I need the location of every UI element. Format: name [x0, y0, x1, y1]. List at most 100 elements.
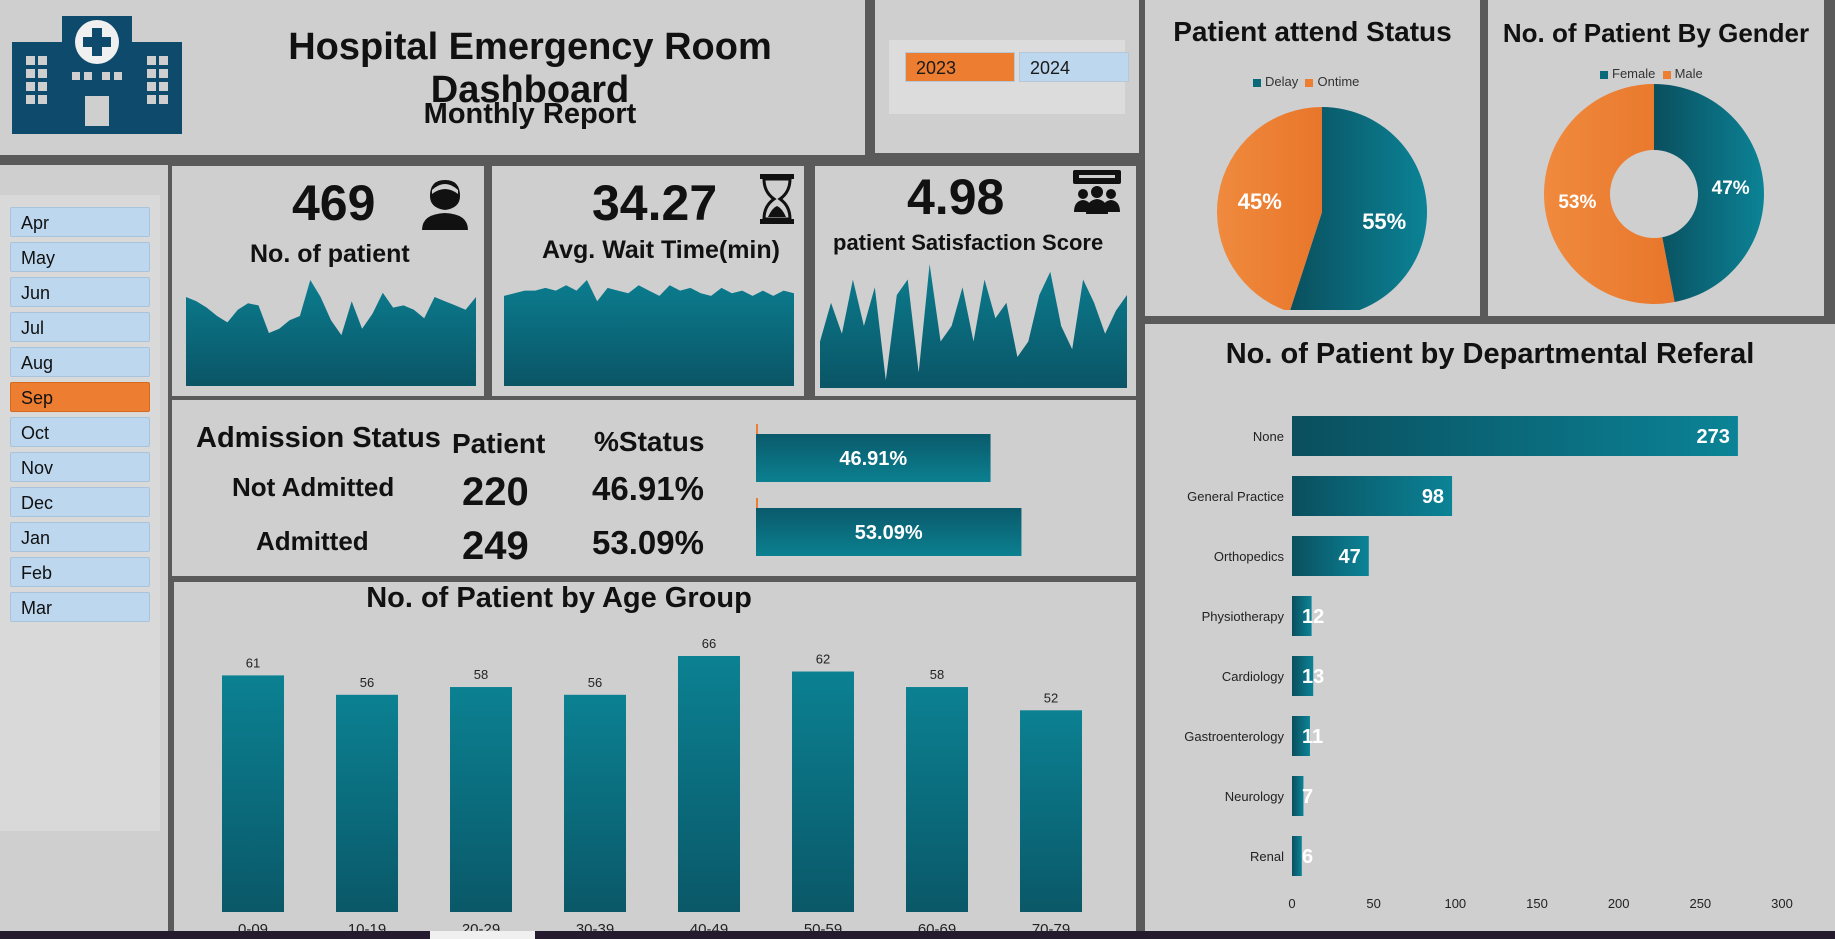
age-bar-value: 52 — [1044, 690, 1058, 705]
dept-bar — [1292, 536, 1369, 576]
admission-row-patients: 249 — [462, 524, 529, 568]
attend-pie: 55% 45% — [1217, 107, 1427, 310]
age-chart-title: No. of Patient by Age Group — [366, 582, 752, 614]
year-2024-button[interactable]: 2024 — [1019, 52, 1129, 82]
dept-category-label: Renal — [1250, 849, 1284, 864]
dept-bar — [1292, 416, 1738, 456]
dept-bar — [1292, 716, 1310, 756]
dept-axis-tick: 0 — [1288, 896, 1295, 911]
department-referral-chart: No. of Patient by Departmental Referal N… — [1145, 324, 1835, 939]
pie-slice-label: 47% — [1712, 178, 1750, 199]
taskbar-strip — [0, 931, 1835, 939]
dept-bar-value: 12 — [1302, 606, 1324, 628]
gender-legend: Female Male — [1600, 66, 1703, 81]
pie-slice — [1544, 84, 1675, 304]
legend-male-label: Male — [1674, 66, 1703, 81]
age-bar — [564, 694, 626, 912]
year-slicer-body: 2023 2024 — [889, 40, 1129, 114]
audience-icon — [1073, 170, 1121, 214]
kpi-satisfaction-label: patient Satisfaction Score — [833, 230, 1104, 255]
admission-row-patients: 220 — [462, 470, 529, 514]
sparkline-area — [504, 280, 794, 386]
dept-bar — [1292, 596, 1312, 636]
admission-col-patient: Patient — [452, 428, 546, 459]
dept-bar-value: 13 — [1302, 666, 1324, 688]
month-mar-button[interactable]: Mar — [10, 592, 150, 622]
age-bar-value: 56 — [588, 675, 602, 690]
month-sep-button[interactable]: Sep — [10, 382, 150, 412]
month-aug-button[interactable]: Aug — [10, 347, 150, 377]
admission-row-label: Not Admitted — [232, 472, 395, 502]
month-apr-button[interactable]: Apr — [10, 207, 150, 237]
gender-chart-title: No. of Patient By Gender — [1502, 18, 1810, 48]
pie-slice-label: 45% — [1238, 189, 1282, 214]
admission-status-panel: Admission Status Patient %Status Not Adm… — [172, 400, 1136, 576]
kpi-satisfaction-card: 4.98 patient Satisfaction Score — [815, 166, 1136, 396]
month-nov-button[interactable]: Nov — [10, 452, 150, 482]
age-bar-value: 66 — [702, 636, 716, 651]
dept-category-label: None — [1253, 429, 1284, 444]
attend-status-chart: Patient attend Status Delay Ontime 55% 45… — [1145, 0, 1480, 316]
age-chart-plot: 610-095610-195820-295630-396640-496250-5… — [222, 636, 1082, 938]
attend-legend: Delay Ontime — [1253, 74, 1359, 89]
dept-category-label: Physiotherapy — [1202, 609, 1285, 624]
kpi-wait-card: 34.27 Avg. Wait Time(min) — [492, 166, 804, 396]
dept-category-label: Orthopedics — [1214, 549, 1285, 564]
age-bar — [336, 694, 398, 912]
legend-male-swatch — [1662, 70, 1671, 79]
pie-slice — [1217, 107, 1322, 310]
dept-bar-value: 273 — [1697, 426, 1730, 448]
dept-chart-title: No. of Patient by Departmental Referal — [1225, 338, 1755, 370]
kpi-patients-card: 469 No. of patient — [172, 166, 484, 396]
kpi-wait-label: Avg. Wait Time(min) — [542, 236, 780, 264]
month-dec-button[interactable]: Dec — [10, 487, 150, 517]
dashboard-title: Hospital Emergency Room Dashboard — [288, 26, 772, 111]
dept-bar-value: 11 — [1302, 726, 1323, 748]
month-slicer: Apr May Jun Jul Aug Sep Oct Nov Dec Jan … — [0, 165, 168, 939]
dept-bar-value: 6 — [1302, 846, 1313, 868]
dept-axis-tick: 50 — [1366, 896, 1380, 911]
header-panel: Hospital Emergency Room Dashboard Monthl… — [0, 0, 865, 155]
satisfaction-trend-sparkline — [820, 264, 1127, 388]
kpi-satisfaction-value: 4.98 — [907, 169, 1005, 225]
dept-category-label: Neurology — [1225, 789, 1285, 804]
age-bar-value: 61 — [246, 655, 260, 670]
age-bar-value: 62 — [816, 652, 830, 667]
dept-axis-tick: 300 — [1771, 896, 1793, 911]
sparkline-area — [820, 264, 1127, 388]
age-bar — [1020, 710, 1082, 912]
month-slicer-body: Apr May Jun Jul Aug Sep Oct Nov Dec Jan … — [0, 195, 160, 831]
age-bar-value: 58 — [474, 667, 488, 682]
age-bar — [450, 687, 512, 912]
admission-row-status: 46.91% — [592, 470, 704, 507]
dept-bar-value: 47 — [1339, 546, 1361, 568]
month-jun-button[interactable]: Jun — [10, 277, 150, 307]
month-feb-button[interactable]: Feb — [10, 557, 150, 587]
dept-bar-value: 98 — [1422, 486, 1444, 508]
kpi-wait-value: 34.27 — [592, 175, 718, 231]
dept-bar — [1292, 836, 1302, 876]
month-jan-button[interactable]: Jan — [10, 522, 150, 552]
year-slicer: 2023 2024 — [875, 0, 1139, 153]
age-bar — [792, 671, 854, 912]
month-may-button[interactable]: May — [10, 242, 150, 272]
dept-category-label: Cardiology — [1222, 669, 1285, 684]
legend-delay-swatch — [1253, 78, 1261, 87]
gender-donut: 47% 53% — [1544, 84, 1764, 304]
dept-axis-tick: 150 — [1526, 896, 1548, 911]
dashboard-subtitle: Monthly Report — [423, 98, 637, 130]
month-jul-button[interactable]: Jul — [10, 312, 150, 342]
age-bar — [678, 656, 740, 912]
admission-row-status: 53.09% — [592, 524, 704, 561]
kpi-patients-value: 469 — [292, 175, 376, 231]
legend-female-label: Female — [1612, 66, 1656, 81]
dept-bar — [1292, 476, 1453, 516]
dept-bar — [1292, 776, 1304, 816]
month-oct-button[interactable]: Oct — [10, 417, 150, 447]
pie-slice — [1654, 84, 1764, 303]
legend-female-swatch — [1600, 70, 1608, 79]
dept-bar-value: 7 — [1302, 786, 1313, 808]
year-2023-button[interactable]: 2023 — [905, 52, 1015, 82]
admission-row-label: Admitted — [256, 526, 369, 556]
admission-bars: 46.91% 53.09% — [756, 424, 1022, 556]
